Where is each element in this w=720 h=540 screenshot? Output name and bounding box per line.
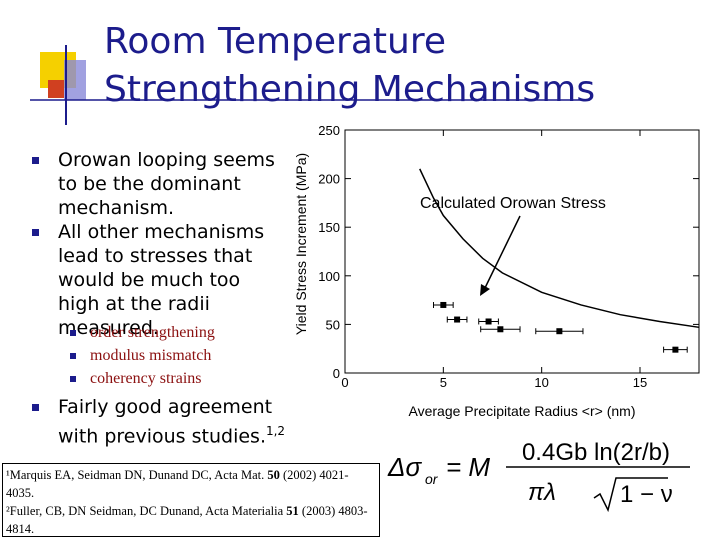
sub-bullet-marker <box>70 353 76 359</box>
ref-volume: 51 <box>286 504 299 518</box>
reference: ²Fuller, CB, DN Seidman, DC Dunand, Acta… <box>6 502 376 538</box>
data-point <box>454 316 461 323</box>
formula: Δσ or = M 0.4Gb ln(2r/b) πλ 1 − ν <box>387 439 690 513</box>
ref-volume: 50 <box>267 468 280 482</box>
arrow <box>483 215 521 291</box>
sub-bullet-marker <box>70 330 76 336</box>
x-tick-label: 15 <box>633 375 647 390</box>
bullet: Fairly good agreement with previous stud… <box>58 395 288 448</box>
formula-lhs: Δσ <box>387 452 422 482</box>
formula-sub: or <box>425 471 439 487</box>
x-tick-label: 0 <box>341 375 348 390</box>
x-tick-label: 5 <box>440 375 447 390</box>
x-tick-label: 10 <box>534 375 548 390</box>
formula-root: 1 − ν <box>620 481 673 508</box>
x-axis-label: Average Precipitate Radius <r> (nm) <box>409 403 636 419</box>
y-tick-label: 200 <box>318 172 340 187</box>
citation: 1,2 <box>265 424 286 438</box>
references: ¹Marquis EA, Seidman DN, Dunand DC, Acta… <box>2 463 380 537</box>
y-tick-label: 50 <box>326 317 340 332</box>
sub-bullet: order strengthening <box>90 324 215 341</box>
data-point <box>497 326 504 333</box>
data-point <box>485 318 492 325</box>
plot-frame <box>344 129 700 374</box>
reference: ¹Marquis EA, Seidman DN, Dunand DC, Acta… <box>6 466 376 502</box>
ref-rest: (2002) 4021-4035. <box>6 468 349 500</box>
y-tick-label: 0 <box>333 366 340 381</box>
data-point <box>672 346 679 353</box>
ref-text: ²Fuller, CB, DN Seidman, DC Dunand, Acta… <box>6 504 287 518</box>
sub-bullet: modulus mismatch <box>90 347 212 364</box>
data-point <box>440 301 447 308</box>
bullet-text: Fairly good agreement with previous stud… <box>58 396 273 448</box>
bullet: All other mechanisms lead to stresses th… <box>58 221 265 339</box>
sub-bullet-marker <box>70 376 76 382</box>
annotation: Calculated Orowan Stress <box>420 195 606 212</box>
slide-title: Room Temperature Strengthening Mechanism… <box>104 21 596 110</box>
bullet-marker <box>32 157 39 164</box>
y-tick-label: 150 <box>318 220 340 235</box>
y-tick-label: 250 <box>318 123 340 138</box>
formula-denominator: πλ <box>528 479 556 506</box>
formula-eq: = M <box>446 452 490 482</box>
bullet-marker <box>32 229 39 236</box>
bullet-marker <box>32 404 39 411</box>
bullet: Orowan looping seems to be the dominant … <box>58 149 275 219</box>
y-axis-label: Yield Stress Increment (MPa) <box>293 153 309 335</box>
orowan-curve <box>419 168 700 329</box>
deco-square <box>64 60 86 100</box>
radical <box>593 477 668 513</box>
data-point <box>556 328 563 335</box>
deco-square <box>48 80 64 98</box>
ref-text: ¹Marquis EA, Seidman DN, Dunand DC, Acta… <box>6 468 268 482</box>
y-tick-label: 100 <box>318 269 340 284</box>
ref-rest: (2003) 4803-4814. <box>6 504 368 536</box>
sub-bullet: coherency strains <box>90 370 202 387</box>
formula-numerator: 0.4Gb ln(2r/b) <box>522 439 670 466</box>
arrow-head <box>480 284 490 296</box>
